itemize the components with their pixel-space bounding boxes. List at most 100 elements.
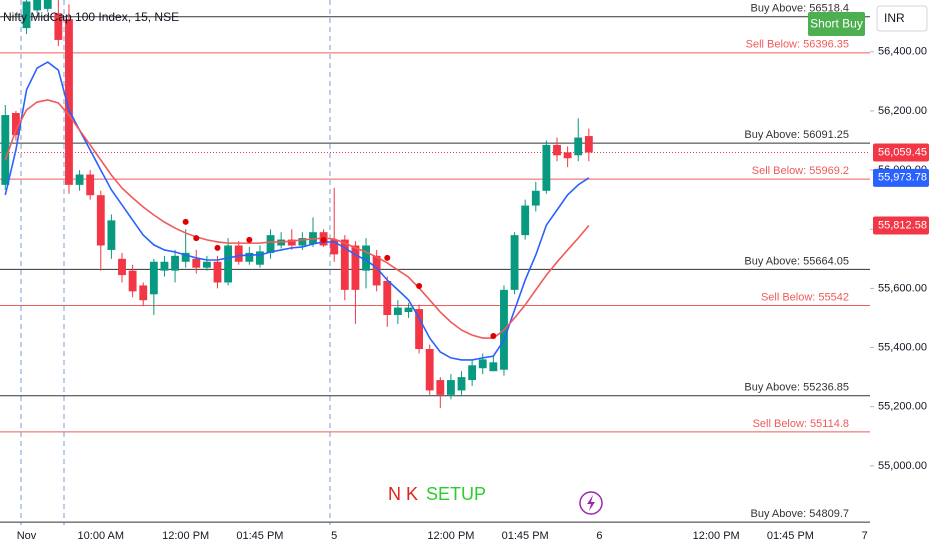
candle-body bbox=[266, 235, 275, 253]
candle-body bbox=[330, 239, 339, 255]
y-tick-label: 55,200.00 bbox=[878, 401, 927, 413]
candle-body bbox=[340, 239, 349, 290]
candle-body bbox=[521, 205, 530, 236]
candle-body bbox=[213, 261, 222, 283]
x-tick-label: Nov bbox=[17, 530, 37, 542]
chart-title: Nifty MidCap 100 Index, 15, NSE bbox=[3, 10, 179, 24]
candle-body bbox=[415, 309, 424, 350]
levels: Buy Above: 56518.4 Sell Below: 56396.35 Bu… bbox=[0, 3, 870, 523]
price-tag bbox=[873, 216, 929, 235]
level-label: Sell Below: 55542 bbox=[761, 291, 849, 303]
candle-body bbox=[202, 261, 211, 268]
level-label: Buy Above: 56091.25 bbox=[744, 129, 849, 141]
signal-label: Short Buy bbox=[810, 17, 863, 31]
candle-body bbox=[54, 13, 63, 40]
level-label: Buy Above: 56518.4 bbox=[751, 3, 849, 15]
price-tag-label: 55,973.78 bbox=[878, 172, 927, 184]
candle-body bbox=[86, 174, 95, 196]
candle-body bbox=[383, 280, 392, 315]
y-tick-label: 55,000.00 bbox=[878, 460, 927, 472]
candle-body bbox=[372, 255, 381, 286]
moving-average-line bbox=[4, 61, 590, 361]
candle-body bbox=[584, 136, 593, 153]
candle-body bbox=[393, 307, 402, 315]
candle-body bbox=[457, 377, 466, 391]
event-bolt bbox=[587, 495, 595, 511]
candle-body bbox=[553, 144, 561, 156]
candle-body bbox=[65, 19, 73, 185]
x-tick-label: 01:45 PM bbox=[236, 530, 283, 542]
x-tick-label: 6 bbox=[596, 530, 602, 542]
signal-button[interactable] bbox=[808, 12, 865, 36]
candle-body bbox=[468, 365, 477, 381]
candle-body bbox=[574, 137, 583, 156]
candle-body bbox=[224, 245, 233, 283]
session-separators bbox=[20, 0, 331, 525]
candle-body bbox=[139, 285, 148, 301]
signal-dot bbox=[182, 218, 189, 225]
signal-dot bbox=[193, 235, 200, 242]
brand-second: SETUP bbox=[426, 484, 486, 504]
candle-body bbox=[107, 220, 116, 250]
candle-body bbox=[425, 349, 434, 391]
signal-dot bbox=[246, 236, 253, 243]
currency-box[interactable] bbox=[876, 5, 928, 32]
candle-body bbox=[287, 239, 296, 246]
candle-body bbox=[489, 362, 498, 372]
x-tick-label: 12:00 PM bbox=[427, 530, 474, 542]
candle-body bbox=[436, 380, 445, 395]
x-tick-label: 10:00 AM bbox=[78, 530, 124, 542]
x-tick-label: 12:00 PM bbox=[162, 530, 209, 542]
candle-body bbox=[192, 258, 201, 268]
candle-body bbox=[256, 251, 264, 265]
currency: INR bbox=[884, 11, 905, 25]
y-tick-label: 56,200.00 bbox=[878, 105, 927, 117]
price-tag-label: 56,059.45 bbox=[878, 146, 927, 158]
candle-body bbox=[234, 245, 243, 262]
candle-body bbox=[478, 359, 487, 369]
price-tag bbox=[873, 168, 929, 187]
candle-body bbox=[160, 261, 169, 271]
candle-body bbox=[75, 174, 84, 185]
candle-body bbox=[128, 270, 137, 292]
candle-body bbox=[351, 245, 360, 290]
candle-body bbox=[149, 261, 158, 295]
price-tag bbox=[873, 143, 929, 162]
moving-averages bbox=[4, 61, 590, 361]
level-label: Buy Above: 54809.7 bbox=[751, 508, 849, 520]
candles bbox=[1, 0, 593, 409]
x-tick-label: 5 bbox=[331, 530, 337, 542]
price-tag-label: 55,812.58 bbox=[878, 219, 927, 231]
brand-first: N K bbox=[388, 484, 418, 504]
candle-body bbox=[181, 252, 190, 262]
candle-body bbox=[510, 235, 519, 290]
candle-body bbox=[171, 255, 179, 271]
level-label: Sell Below: 55114.8 bbox=[753, 418, 849, 430]
candle-body bbox=[542, 144, 551, 191]
signal-dot bbox=[214, 244, 221, 251]
x-tick-label: 12:00 PM bbox=[693, 530, 740, 542]
candle-body bbox=[298, 238, 307, 246]
candle-body bbox=[43, 0, 52, 9]
candle-body bbox=[33, 0, 42, 11]
candle-body bbox=[362, 245, 370, 271]
candle-body bbox=[446, 380, 455, 395]
signal-dot bbox=[490, 333, 497, 339]
y-tick-label: 56,400.00 bbox=[878, 46, 927, 58]
event-icon[interactable] bbox=[579, 491, 603, 515]
x-tick-label: 01:45 PM bbox=[502, 530, 549, 542]
signal-dot bbox=[384, 254, 391, 261]
candle-body bbox=[563, 152, 572, 159]
x-tick-label: 01:45 PM bbox=[767, 530, 814, 542]
level-label: Sell Below: 55969.2 bbox=[752, 165, 849, 177]
candle-body bbox=[118, 258, 126, 276]
candle-body bbox=[22, 1, 31, 29]
candle-body bbox=[531, 190, 540, 206]
candle-body bbox=[1, 115, 10, 185]
y-tick-label: 55,400.00 bbox=[878, 341, 927, 353]
candle-body bbox=[96, 195, 105, 246]
candle-body bbox=[11, 112, 20, 136]
